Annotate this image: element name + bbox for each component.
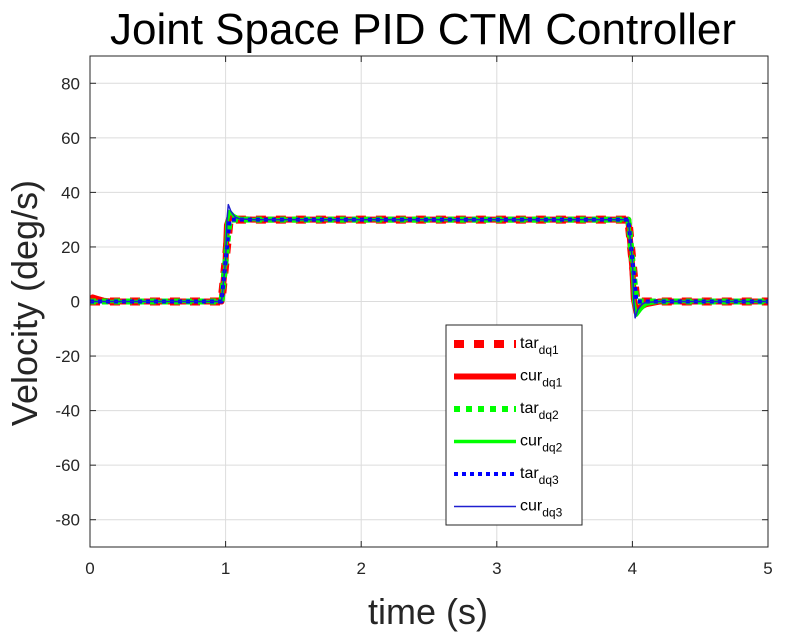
axes-box: [89, 55, 769, 548]
chart-title: Joint Space PID CTM Controller: [110, 5, 736, 54]
legend-label: curdq1: [520, 368, 563, 390]
x-tick-label: 0: [85, 559, 94, 578]
legend-label: tardq3: [520, 465, 559, 487]
y-tick-label: 80: [61, 74, 80, 93]
y-tick-label: 60: [61, 129, 80, 148]
y-tick-label: -40: [55, 402, 80, 421]
legend-label: tardq1: [520, 335, 559, 357]
x-tick-label: 2: [356, 559, 365, 578]
x-tick-label: 3: [492, 559, 501, 578]
y-tick-label: -80: [55, 511, 80, 530]
series-line-cur-dq3: [90, 203, 768, 319]
x-axis-label: time (s): [368, 591, 488, 632]
y-tick-label: -60: [55, 456, 80, 475]
y-tick-label: 0: [71, 293, 80, 312]
y-tick-label: 40: [61, 183, 80, 202]
legend-label: curdq3: [520, 498, 563, 520]
x-tick-label: 5: [763, 559, 772, 578]
legend: tardq1 curdq1 tardq2 curdq2 tardq3 curdq3: [445, 324, 583, 526]
series-group: [90, 203, 768, 319]
x-tick-label: 4: [628, 559, 637, 578]
legend-box: [445, 324, 583, 526]
plot-area: 0 1 2 3 4 5 -80 -60 -40 -20 0 20 40 60 80: [55, 55, 773, 578]
legend-label: curdq2: [520, 433, 563, 455]
y-tick-label: -20: [55, 347, 80, 366]
y-axis-label: Velocity (deg/s): [4, 180, 45, 426]
y-tick-label: 20: [61, 238, 80, 257]
x-tick-label: 1: [221, 559, 230, 578]
legend-label: tardq2: [520, 400, 559, 422]
